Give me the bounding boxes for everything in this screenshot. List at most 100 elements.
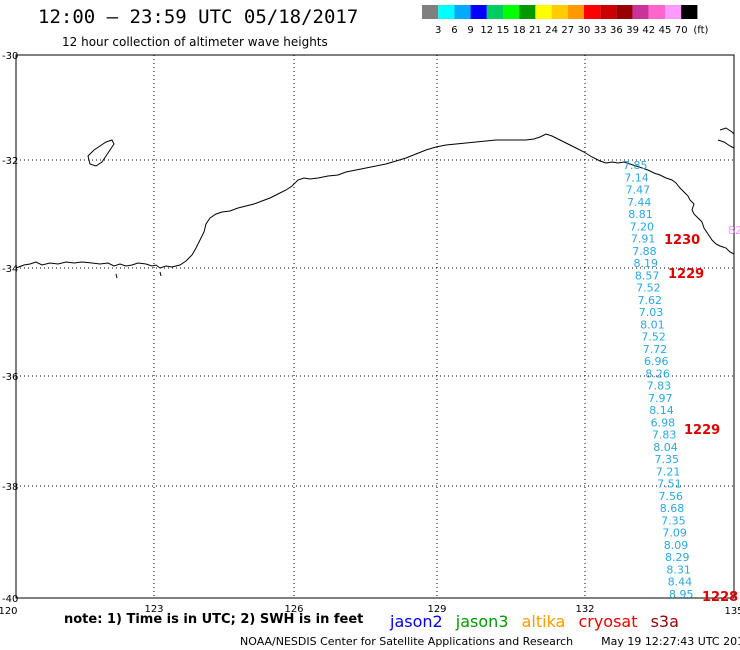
- footer: NOAA/NESDIS Center for Satellite Applica…: [240, 635, 740, 648]
- wave-height-value: 8.57: [635, 269, 660, 282]
- colorbar-swatch: [470, 5, 487, 19]
- coastline-ticks: [115, 271, 162, 279]
- colorbar-tick-label: 42: [642, 25, 655, 36]
- wave-height-value: 8.29: [665, 551, 690, 564]
- wave-height-value: 8.68: [660, 502, 685, 515]
- map-subtitle: 12 hour collection of altimeter wave hei…: [62, 35, 328, 49]
- latitude-label: -34: [2, 264, 18, 275]
- wave-height-value: 7.97: [648, 392, 673, 405]
- legend-s3a: s3a: [650, 612, 679, 631]
- coastline-mainland: [15, 133, 735, 269]
- colorbar-tick-label: 18: [513, 25, 526, 36]
- colorbar-swatch: [567, 5, 584, 19]
- map-title: 12:00 – 23:59 UTC 05/18/2017: [38, 6, 359, 28]
- wave-height-value: 7.52: [641, 331, 666, 344]
- wave-height-value: 8.95: [669, 588, 694, 601]
- latitude-label: -32: [2, 156, 18, 167]
- longitude-label: 132: [575, 604, 594, 615]
- wave-height-value: 7.83: [647, 380, 672, 393]
- legend-jason2: jason2: [390, 612, 443, 631]
- colorbar-tick-label: 33: [594, 25, 607, 36]
- colorbar-tick-label: 6: [451, 25, 457, 36]
- colorbar-swatch: [551, 5, 568, 19]
- wave-height-value: 8.44: [668, 576, 693, 589]
- wave-height-value: 7.21: [656, 465, 681, 478]
- colorbar-swatch: [454, 5, 471, 19]
- note-text: note: 1) Time is in UTC; 2) SWH is in fe…: [64, 612, 364, 627]
- wave-height-value: 7.72: [643, 343, 668, 356]
- color-scale-bar: 3 6 9 12 15 18 21 24 27 30 33 36 39 42 45 70 (ft): [422, 5, 709, 36]
- colorbar-swatch: [535, 5, 552, 19]
- colorbar-tick-label: 27: [561, 25, 574, 36]
- pass-time-label: 1229: [668, 267, 704, 282]
- colorbar-swatch: [665, 5, 682, 19]
- wave-height-value: 7.14: [624, 171, 649, 184]
- colorbar-swatch: [486, 5, 503, 19]
- colorbar-unit-label: (ft): [693, 25, 708, 36]
- wave-height-value: 8.81: [628, 208, 653, 221]
- wave-height-value: 8.31: [666, 563, 691, 576]
- legend-altika: altika: [521, 612, 566, 631]
- longitude-label: 126: [284, 604, 303, 615]
- wave-height-value: 8.01: [640, 318, 665, 331]
- wave-height-value: 7.51: [657, 478, 682, 491]
- colorbar-swatch: [632, 5, 649, 19]
- wave-height-value: 7.44: [627, 196, 652, 209]
- latitude-label: -30: [2, 51, 18, 62]
- pass-time-label: 1229: [684, 423, 720, 438]
- colorbar-tick-label: 12: [480, 25, 493, 36]
- edge-value-label: 82: [728, 224, 740, 237]
- wave-height-value: 8.04: [653, 441, 678, 454]
- pass-time-labels: 1230 1229 1229 1228: [664, 233, 738, 605]
- map-frame: [15, 54, 735, 599]
- wave-height-value: 8.19: [634, 257, 659, 270]
- coastline-gulf: [717, 127, 735, 149]
- satellite-legend: jason2 jason3 altika cryosat s3a: [390, 612, 687, 631]
- longitude-label: 135: [724, 606, 740, 617]
- wave-height-value: 7.85: [623, 159, 648, 172]
- colorbar-swatch: [519, 5, 536, 19]
- colorbar-tick-label: 24: [545, 25, 558, 36]
- colorbar-tick-label: 9: [467, 25, 473, 36]
- colorbar-tick-label: 30: [578, 25, 591, 36]
- colorbar-tick-label: 39: [626, 25, 639, 36]
- latitude-label: -38: [2, 482, 18, 493]
- colorbar-tick-label: 21: [529, 25, 542, 36]
- colorbar-tick-label: 36: [610, 25, 623, 36]
- legend-jason3: jason3: [455, 612, 509, 631]
- longitude-label: 120: [0, 606, 18, 617]
- wave-height-value: 7.62: [637, 294, 662, 307]
- wave-height-value: 7.52: [636, 282, 661, 295]
- colorbar-swatch: [648, 5, 665, 19]
- colorbar-swatch: [616, 5, 633, 19]
- colorbar-tick-label: 15: [497, 25, 510, 36]
- wave-height-value: 7.56: [658, 490, 683, 503]
- wave-height-track: 7.857.147.477.448.817.207.917.888.198.57…: [623, 159, 694, 601]
- footer-timestamp: May 19 12:27:43 UTC 2017: [601, 635, 740, 648]
- wave-height-value: 8.26: [645, 367, 670, 380]
- colorbar-tick-label: 3: [435, 25, 441, 36]
- wave-height-value: 7.88: [632, 245, 657, 258]
- island-outline: [87, 139, 115, 167]
- wave-height-value: 7.47: [626, 184, 651, 197]
- wave-height-value: 7.03: [639, 306, 664, 319]
- wave-height-value: 8.09: [664, 539, 689, 552]
- wave-height-value: 6.96: [644, 355, 669, 368]
- colorbar-swatch: [681, 5, 698, 19]
- wave-height-value: 7.20: [630, 220, 655, 233]
- wave-height-value: 6.98: [651, 416, 676, 429]
- wave-height-value: 8.14: [649, 404, 674, 417]
- colorbar-swatch: [422, 5, 439, 19]
- colorbar-swatch: [503, 5, 520, 19]
- wave-height-value: 7.83: [652, 429, 677, 442]
- pass-time-label: 1228: [702, 590, 738, 605]
- pass-time-label: 1230: [664, 233, 700, 248]
- footer-credit: NOAA/NESDIS Center for Satellite Applica…: [240, 635, 574, 648]
- wave-height-value: 7.09: [662, 527, 687, 540]
- wave-height-value: 7.35: [661, 514, 686, 527]
- latitude-label: -40: [2, 594, 18, 605]
- colorbar-tick-label: 70: [675, 25, 688, 36]
- latitude-label: -36: [2, 372, 18, 383]
